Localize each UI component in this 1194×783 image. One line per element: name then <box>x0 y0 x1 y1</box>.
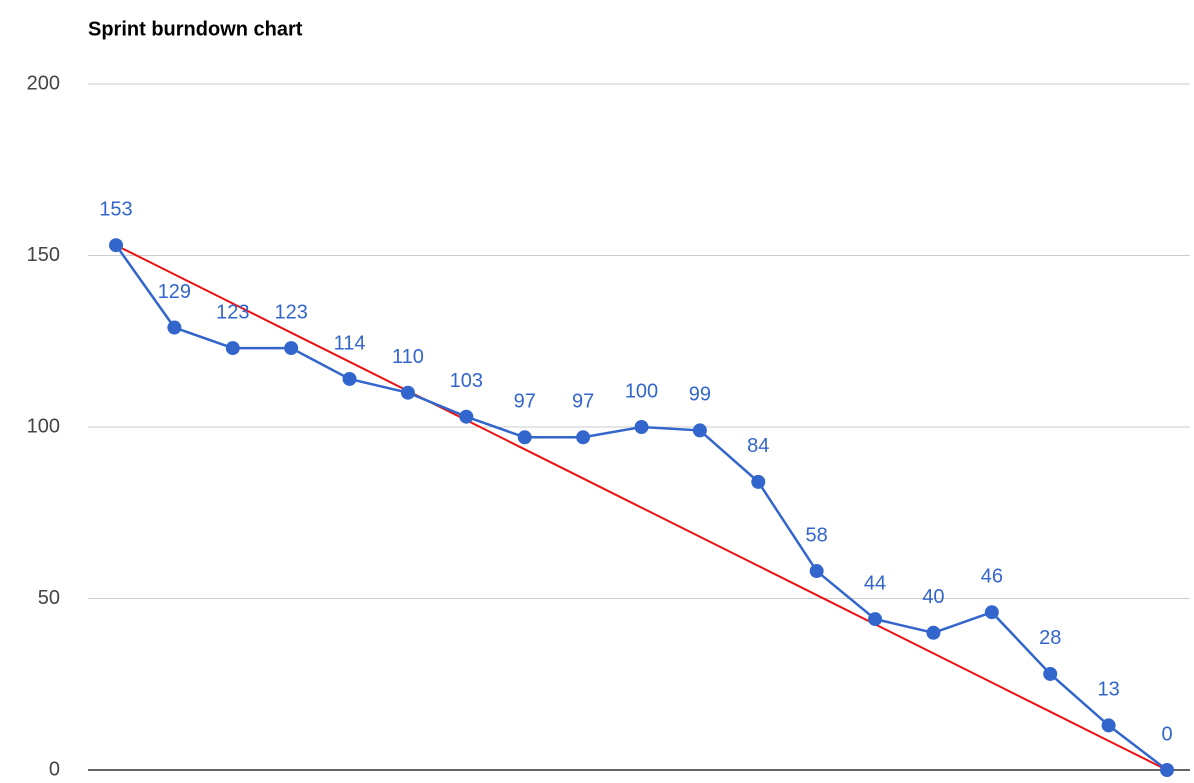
data-label: 13 <box>1097 679 1119 701</box>
point <box>1101 718 1116 733</box>
data-label: 100 <box>625 380 658 402</box>
data-label: 44 <box>864 572 886 594</box>
point <box>692 423 707 438</box>
data-label: 123 <box>216 301 249 323</box>
data-label: 103 <box>450 370 483 392</box>
series-line <box>115 244 1168 771</box>
y-tick-label: 100 <box>27 415 60 437</box>
data-label: 97 <box>514 391 536 413</box>
data-label: 99 <box>689 384 711 406</box>
data-label: 84 <box>747 435 769 457</box>
point <box>634 420 649 434</box>
point <box>517 430 532 445</box>
y-tick-label: 200 <box>27 72 60 94</box>
data-label: 114 <box>334 332 366 354</box>
data-label: 58 <box>806 524 828 546</box>
point <box>868 612 883 627</box>
point <box>400 385 415 400</box>
point <box>576 430 591 445</box>
point <box>809 564 824 579</box>
point <box>284 341 299 356</box>
data-label: 40 <box>922 586 944 608</box>
point <box>1043 666 1058 681</box>
data-label: 123 <box>274 301 307 323</box>
point <box>167 320 182 335</box>
point <box>459 409 474 424</box>
y-tick-label: 150 <box>27 244 60 266</box>
point <box>342 371 357 386</box>
y-tick-label: 0 <box>49 758 60 780</box>
data-label: 110 <box>392 346 424 368</box>
data-label: 0 <box>1161 723 1172 745</box>
chart-title: Sprint burndown chart <box>88 18 303 40</box>
y-tick-label: 50 <box>38 587 60 609</box>
point <box>926 625 941 640</box>
point <box>984 605 999 620</box>
data-label: 46 <box>981 566 1003 588</box>
point <box>1160 763 1174 777</box>
data-label: 153 <box>99 198 132 220</box>
data-label: 28 <box>1039 627 1061 649</box>
point <box>751 474 766 489</box>
data-label: 97 <box>572 391 594 413</box>
data-label: 129 <box>158 281 191 303</box>
point <box>225 341 240 356</box>
point <box>109 238 123 253</box>
